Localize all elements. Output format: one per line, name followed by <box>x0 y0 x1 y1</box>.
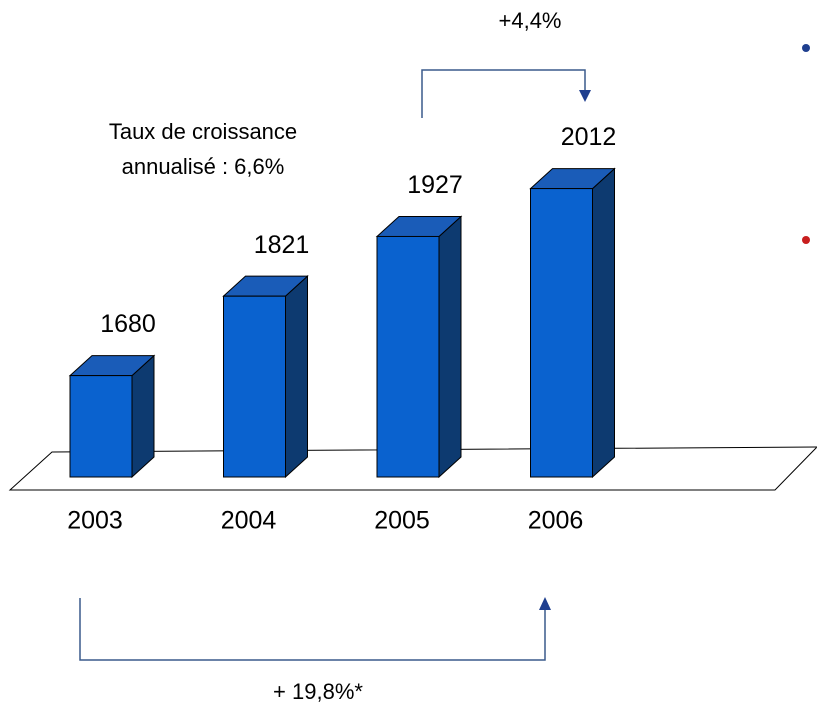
x-tick-label: 2003 <box>67 507 123 535</box>
arrow-head <box>539 597 551 610</box>
bar-front <box>223 295 286 478</box>
bar <box>68 354 156 479</box>
bar-front <box>376 235 440 478</box>
bar-side <box>131 354 155 479</box>
bar-front <box>530 188 593 478</box>
arrow-head <box>579 90 591 102</box>
annotation: annualisé : 6,6% <box>122 154 285 179</box>
bar <box>529 167 616 479</box>
bar-side <box>592 167 615 479</box>
annotation: Taux de croissance <box>109 119 297 144</box>
annotation: +4,4% <box>499 8 562 33</box>
connector <box>79 598 546 661</box>
value-label: 1821 <box>254 231 310 259</box>
bar-side <box>438 215 462 479</box>
x-tick-label: 2005 <box>374 507 430 535</box>
bar <box>375 215 463 479</box>
value-label: 1680 <box>100 310 156 338</box>
bar-side <box>285 275 308 479</box>
bullet <box>802 236 810 244</box>
annotation: + 19,8%* <box>273 679 363 704</box>
x-tick-label: 2006 <box>528 507 584 535</box>
x-tick-label: 2004 <box>221 507 277 535</box>
connector <box>421 69 586 118</box>
bullet <box>802 44 810 52</box>
value-label: 2012 <box>561 123 617 151</box>
bar-front <box>69 375 133 478</box>
bar <box>222 275 309 479</box>
value-label: 1927 <box>407 171 463 199</box>
